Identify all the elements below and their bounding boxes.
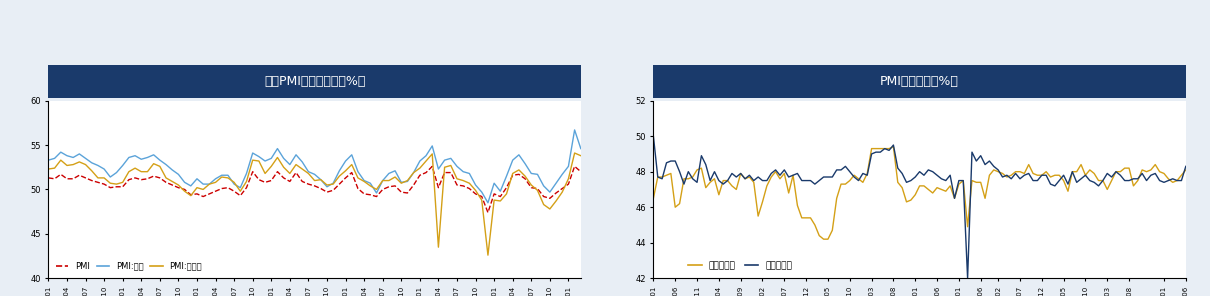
Legend: PMI, PMI:生产, PMI:新订单: PMI, PMI:生产, PMI:新订单 [52, 258, 206, 274]
Text: PMI分项指标（%）: PMI分项指标（%） [880, 75, 960, 88]
Text: 中国PMI及分项指标（%）: 中国PMI及分项指标（%） [264, 75, 365, 88]
Legend: 产成品库存, 原材料库存: 产成品库存, 原材料库存 [685, 258, 796, 274]
